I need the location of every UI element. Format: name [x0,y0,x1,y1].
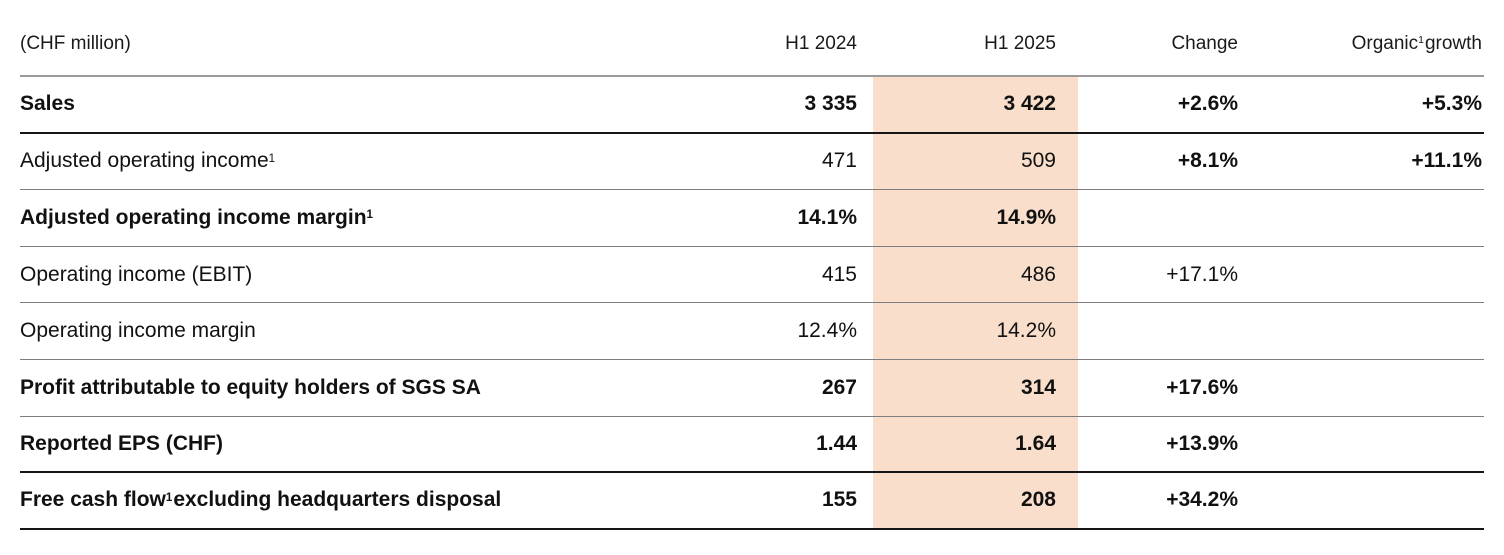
row-label: Operating income (EBIT) [20,262,253,286]
value-change: +17.6% [1166,375,1238,399]
value-h1-2025: 1.64 [873,416,1078,472]
value-h1-2024: 155 [821,488,857,512]
column-header-h1-2025: H1 2025 [984,32,1056,54]
value-change: +34.2% [1166,488,1238,512]
value-organic-growth [1238,303,1484,359]
value-change [1078,303,1238,359]
value-h1-2024: 12.4% [797,319,857,343]
value-h1-2024: 14.1% [797,205,857,229]
table-row: Profit attributable to equity holders of… [20,359,1484,417]
value-change: +13.9% [1166,431,1238,455]
value-h1-2025: 14.9% [873,190,1078,246]
table-row: Operating income (EBIT) 415 486 +17.1% [20,246,1484,304]
value-h1-2025: 14.2% [873,303,1078,359]
row-label: Operating income margin [20,319,256,343]
unit-label: (CHF million) [20,32,131,54]
row-label: Reported EPS (CHF) [20,431,224,455]
value-change: +17.1% [1166,262,1238,286]
organic-header-text-after: growth [1424,32,1482,54]
row-label: Adjusted operating income margin 1 [20,205,373,229]
row-label: Free cash flow 1 excluding headquarters d… [20,488,502,512]
value-change: +2.6% [1177,92,1238,116]
table-row: Adjusted operating income 1 471 509 +8.1% +11… [20,133,1484,191]
value-h1-2024: 267 [821,375,857,399]
value-change: +8.1% [1177,149,1238,173]
row-label: Profit attributable to equity holders of… [20,375,481,399]
table-row: Sales 3 335 3 422 +2.6% +5.3% [20,77,1484,134]
table-row: Operating income margin 12.4% 14.2% [20,303,1484,360]
table-row: Reported EPS (CHF) 1.44 1.64 +13.9% [20,416,1484,474]
value-organic-growth [1238,360,1484,416]
value-organic-growth: +5.3% [1421,92,1482,116]
value-h1-2024: 1.44 [816,431,857,455]
value-organic-growth: +11.1% [1411,149,1482,173]
table-row: Free cash flow 1 excluding headquarters d… [20,473,1484,530]
column-header-h1-2024: H1 2024 [785,32,857,54]
value-h1-2025: 208 [873,473,1078,528]
value-organic-growth [1238,190,1484,246]
value-change [1078,190,1238,246]
column-header-change: Change [1171,32,1238,54]
column-header-organic-growth: Organic 1 growth [1351,32,1482,54]
row-label: Adjusted operating income 1 [20,149,276,173]
value-h1-2024: 415 [821,262,857,286]
value-h1-2025: 509 [873,133,1078,190]
value-h1-2024: 471 [821,149,857,173]
table-header-row: (CHF million) H1 2024 H1 2025 Change Org… [20,0,1484,77]
table-row: Adjusted operating income margin 1 14.1% 14… [20,190,1484,247]
table-body: Sales 3 335 3 422 +2.6% +5.3% Adjusted operat… [20,77,1484,530]
value-organic-growth [1238,417,1484,472]
value-h1-2025: 314 [873,359,1078,416]
value-h1-2025: 486 [873,246,1078,303]
value-organic-growth [1238,473,1484,528]
value-h1-2025: 3 422 [873,77,1078,132]
value-organic-growth [1238,247,1484,303]
organic-header-text: Organic [1351,32,1419,54]
row-label: Sales [20,92,75,116]
value-h1-2024: 3 335 [804,92,857,116]
